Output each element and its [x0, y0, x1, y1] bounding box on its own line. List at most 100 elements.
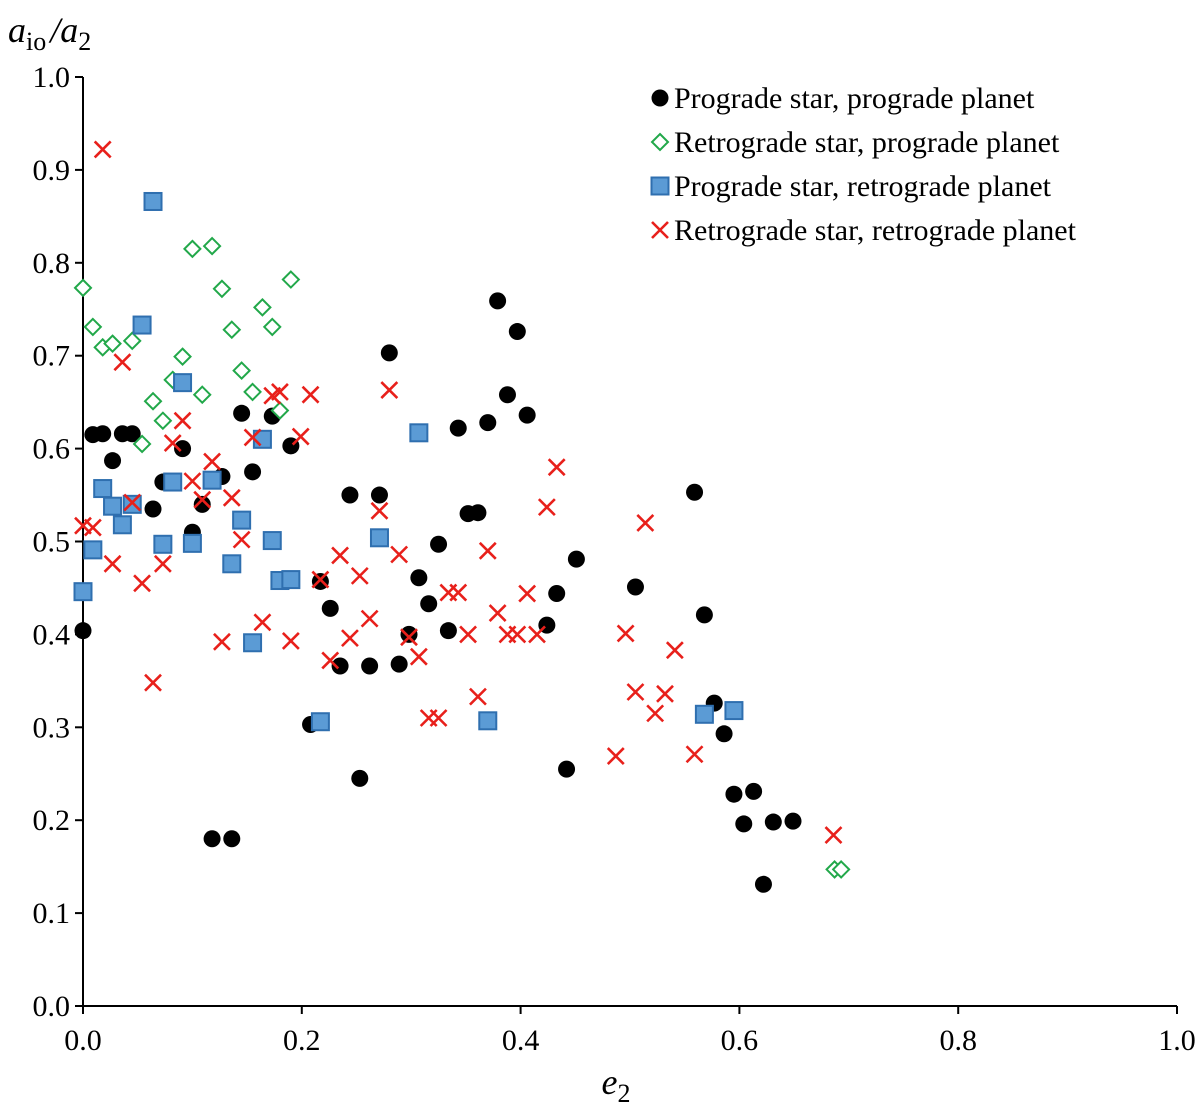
point-retrograde-retrograde [488, 604, 507, 622]
point-retrograde-retrograde [93, 140, 112, 159]
point-retrograde-retrograde [636, 514, 655, 532]
point-prograde-prograde [331, 657, 349, 675]
point-prograde-retrograde [153, 534, 173, 554]
y-tick-label: 0.2 [33, 804, 71, 837]
point-retrograde-prograde [182, 239, 202, 259]
point-prograde-prograde [380, 344, 398, 362]
point-retrograde-retrograde [616, 624, 635, 643]
point-prograde-prograde [498, 386, 516, 404]
point-retrograde-retrograde [656, 684, 674, 703]
point-prograde-prograde [233, 404, 251, 422]
point-retrograde-retrograde [163, 434, 182, 452]
legend-label-prograde-retrograde: Prograde star, retrograde planet [674, 170, 1052, 203]
point-prograde-retrograde [369, 528, 389, 548]
point-prograde-retrograde [243, 633, 263, 653]
point-retrograde-retrograde [222, 488, 241, 507]
point-retrograde-retrograde [153, 554, 172, 573]
point-prograde-retrograde [143, 191, 163, 211]
legend-marker-retrograde-prograde [650, 132, 670, 152]
x-tick-label: 0.0 [64, 1024, 102, 1057]
point-retrograde-retrograde [547, 458, 566, 477]
point-retrograde-retrograde [232, 530, 251, 549]
y-tick-label: 0.5 [33, 526, 71, 559]
point-retrograde-retrograde [449, 583, 468, 602]
point-prograde-prograde [686, 483, 704, 501]
point-retrograde-retrograde [508, 625, 527, 644]
point-prograde-prograde [203, 830, 221, 848]
legend: Prograde star, prograde planet Retrograde… [650, 82, 1077, 247]
point-prograde-retrograde [724, 701, 744, 721]
point-retrograde-prograde [831, 860, 851, 879]
point-retrograde-prograde [192, 385, 212, 405]
point-retrograde-retrograde [429, 709, 448, 727]
x-tick-label: 1.0 [1158, 1024, 1196, 1057]
point-retrograde-retrograde [370, 501, 389, 520]
point-prograde-prograde [123, 425, 141, 443]
point-retrograde-retrograde [331, 546, 350, 565]
point-retrograde-retrograde [665, 641, 684, 660]
point-retrograde-retrograde [646, 704, 665, 723]
point-prograde-prograde [518, 406, 536, 424]
point-prograde-prograde [754, 875, 772, 893]
point-retrograde-prograde [143, 391, 163, 411]
series-prograde-retrograde [73, 191, 744, 732]
point-retrograde-retrograde [243, 428, 262, 447]
point-retrograde-prograde [253, 297, 272, 317]
point-retrograde-retrograde [113, 353, 132, 372]
series-prograde-prograde [74, 292, 802, 893]
point-retrograde-retrograde [537, 498, 556, 517]
point-prograde-prograde [735, 815, 753, 833]
point-prograde-prograde [558, 760, 576, 778]
point-prograde-prograde [104, 452, 122, 470]
y-axis-title-slash: / [48, 10, 63, 50]
point-prograde-prograde [311, 572, 329, 590]
point-retrograde-retrograde [400, 628, 418, 647]
y-tick-label: 0.4 [33, 618, 71, 651]
y-tick-label: 0.0 [33, 990, 71, 1023]
point-retrograde-retrograde [606, 747, 625, 766]
point-prograde-retrograde [83, 540, 103, 560]
point-prograde-prograde [469, 504, 487, 522]
point-prograde-prograde [244, 463, 262, 481]
series-retrograde-prograde [73, 236, 851, 879]
y-axis-title-b: a [60, 10, 78, 50]
point-prograde-retrograde [202, 470, 222, 490]
point-retrograde-retrograde [253, 613, 272, 632]
point-retrograde-retrograde [528, 625, 546, 644]
x-axis-title-main: e [602, 1062, 618, 1102]
point-prograde-prograde [725, 785, 743, 803]
point-retrograde-retrograde [469, 687, 487, 706]
point-retrograde-retrograde [83, 518, 102, 537]
legend-label-prograde-prograde: Prograde star, prograde planet [674, 82, 1035, 115]
point-prograde-prograde [341, 486, 359, 504]
data-points-layer [73, 140, 851, 893]
point-prograde-retrograde [182, 533, 202, 553]
series-retrograde-retrograde [74, 140, 843, 844]
point-prograde-prograde [144, 500, 162, 518]
point-retrograde-prograde [212, 279, 232, 299]
y-tick-label: 0.8 [33, 247, 71, 280]
point-retrograde-prograde [232, 361, 252, 380]
point-prograde-retrograde [262, 531, 282, 551]
point-prograde-retrograde [163, 472, 183, 492]
point-retrograde-prograde [270, 401, 290, 420]
y-axis-title-sub1: io [26, 27, 46, 56]
point-retrograde-retrograde [144, 673, 162, 692]
point-retrograde-retrograde [133, 574, 151, 593]
legend-marker-retrograde-retrograde [651, 221, 669, 239]
point-retrograde-prograde [202, 236, 222, 256]
point-prograde-retrograde [694, 704, 714, 724]
point-retrograde-retrograde [350, 566, 369, 585]
point-retrograde-retrograde [103, 554, 122, 573]
point-retrograde-prograde [73, 278, 93, 298]
x-axis-title: e2 [602, 1062, 631, 1108]
point-prograde-retrograde [478, 711, 498, 731]
point-retrograde-retrograde [213, 632, 231, 651]
point-prograde-prograde [94, 425, 112, 443]
x-tick-label: 0.2 [283, 1024, 321, 1057]
point-prograde-prograde [784, 812, 802, 830]
point-prograde-retrograde [310, 712, 330, 732]
point-prograde-retrograde [132, 315, 152, 335]
point-retrograde-retrograde [341, 629, 359, 648]
point-prograde-prograde [370, 486, 388, 504]
